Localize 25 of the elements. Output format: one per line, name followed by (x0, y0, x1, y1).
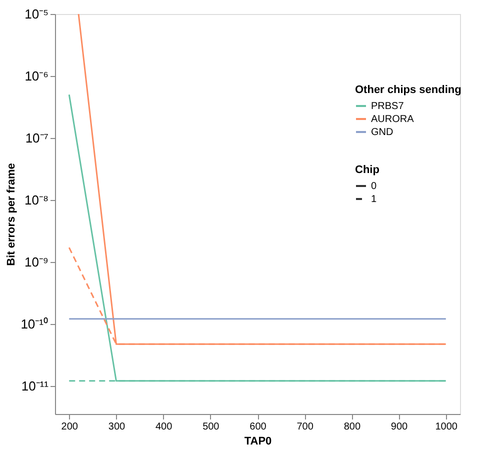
x-tick-label: 1000 (435, 422, 458, 432)
y-tick-label: 10⁻⁵ (24, 6, 48, 22)
x-tick-label: 600 (250, 422, 267, 432)
y-tick-label: 10⁻¹⁰ (20, 316, 48, 332)
legend-label: GND (371, 127, 394, 138)
y-tick-label: 10⁻¹¹ (21, 378, 50, 394)
y-tick-label: 10⁻⁹ (24, 254, 48, 270)
y-axis-title: Bit errors per frame (6, 163, 18, 266)
x-tick-label: 800 (344, 422, 361, 432)
y-tick-label: 10⁻⁶ (24, 68, 48, 84)
legend-title: Other chips sending (355, 84, 462, 96)
annotation: 1 (371, 194, 377, 205)
x-tick-label: 500 (202, 422, 220, 432)
x-tick-label: 700 (296, 422, 314, 432)
x-axis-title: TAP0 (244, 436, 272, 448)
annotation: 0 (371, 181, 377, 192)
x-tick-label: 400 (155, 422, 173, 432)
x-tick-label: 300 (108, 422, 126, 432)
y-tick-label: 10⁻⁸ (24, 192, 48, 208)
y-tick-label: 10⁻⁷ (25, 130, 49, 146)
x-tick-label: 200 (61, 422, 78, 432)
x-tick-label: 900 (390, 422, 408, 432)
legend-label: PRBS7 (371, 101, 404, 112)
legend-label: AURORA (371, 114, 414, 125)
annotation: Chip (355, 164, 380, 176)
